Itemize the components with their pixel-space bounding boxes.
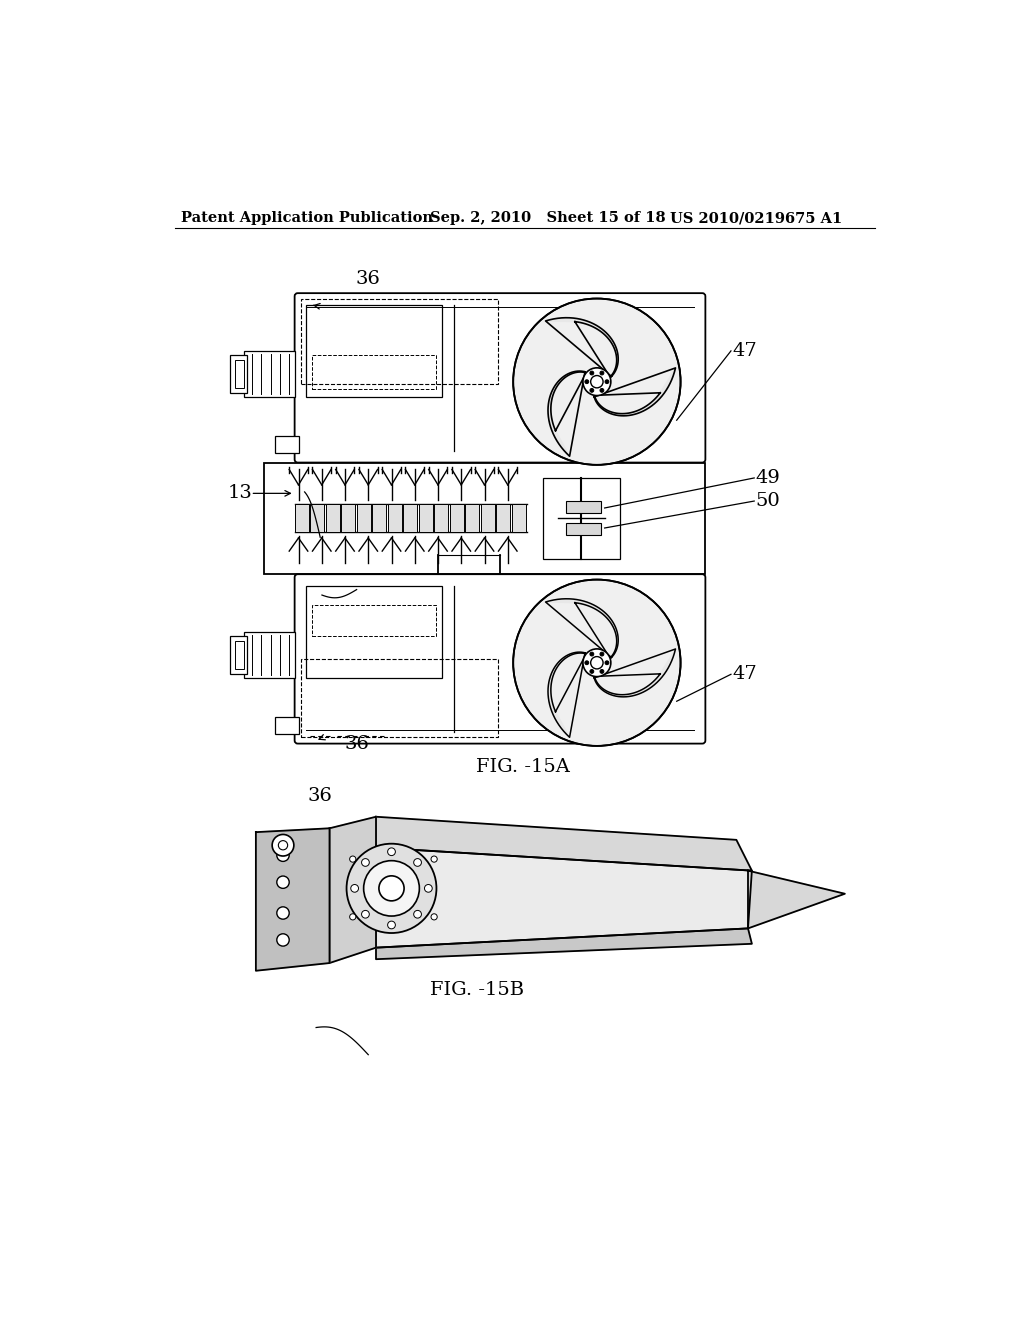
Circle shape xyxy=(591,376,603,388)
Text: 50: 50 xyxy=(756,492,780,510)
Polygon shape xyxy=(594,649,676,697)
Circle shape xyxy=(590,388,594,392)
Polygon shape xyxy=(748,871,845,928)
Bar xyxy=(234,642,245,669)
Bar xyxy=(341,504,355,532)
Polygon shape xyxy=(376,847,752,948)
Circle shape xyxy=(361,858,370,866)
Circle shape xyxy=(590,652,594,656)
Bar xyxy=(566,502,601,512)
Bar xyxy=(372,504,386,532)
Bar xyxy=(310,504,324,532)
Circle shape xyxy=(346,843,436,933)
Bar xyxy=(263,462,706,574)
Bar xyxy=(306,305,442,397)
Circle shape xyxy=(583,649,611,677)
Circle shape xyxy=(600,371,604,375)
Bar xyxy=(496,504,510,532)
Circle shape xyxy=(388,921,395,929)
Circle shape xyxy=(590,669,594,673)
Text: Patent Application Publication: Patent Application Publication xyxy=(180,211,433,226)
Bar xyxy=(480,504,495,532)
Text: 13: 13 xyxy=(228,484,253,503)
Text: US 2010/0219675 A1: US 2010/0219675 A1 xyxy=(671,211,843,226)
Bar xyxy=(230,636,248,675)
Circle shape xyxy=(349,913,356,920)
Circle shape xyxy=(605,661,609,665)
Polygon shape xyxy=(376,928,752,960)
Bar xyxy=(543,478,621,558)
Bar xyxy=(306,586,442,678)
Polygon shape xyxy=(376,817,752,871)
Bar xyxy=(275,436,299,453)
Polygon shape xyxy=(256,829,330,970)
Circle shape xyxy=(583,368,611,396)
Text: 49: 49 xyxy=(756,469,780,487)
Text: 36: 36 xyxy=(344,735,369,752)
Bar xyxy=(234,360,245,388)
Bar xyxy=(245,632,295,678)
Bar xyxy=(403,504,417,532)
Circle shape xyxy=(431,857,437,862)
Bar xyxy=(275,717,299,734)
Bar xyxy=(356,504,371,532)
Circle shape xyxy=(276,907,289,919)
Text: FIG. -15A: FIG. -15A xyxy=(476,758,570,776)
Text: Sep. 2, 2010   Sheet 15 of 18: Sep. 2, 2010 Sheet 15 of 18 xyxy=(430,211,666,226)
Circle shape xyxy=(600,388,604,392)
Polygon shape xyxy=(548,371,586,457)
Bar xyxy=(295,504,308,532)
Bar xyxy=(434,504,449,532)
Polygon shape xyxy=(548,652,586,738)
Circle shape xyxy=(591,656,603,669)
Polygon shape xyxy=(330,817,376,964)
Circle shape xyxy=(279,841,288,850)
Bar xyxy=(419,504,432,532)
Text: 47: 47 xyxy=(732,342,758,360)
FancyBboxPatch shape xyxy=(295,293,706,462)
Circle shape xyxy=(585,380,589,384)
Text: 36: 36 xyxy=(355,269,381,288)
Text: 36: 36 xyxy=(308,787,333,805)
Circle shape xyxy=(431,913,437,920)
Circle shape xyxy=(349,857,356,862)
Bar xyxy=(301,659,499,738)
Circle shape xyxy=(272,834,294,857)
Circle shape xyxy=(600,652,604,656)
Bar xyxy=(230,355,248,393)
FancyBboxPatch shape xyxy=(295,574,706,743)
Circle shape xyxy=(600,669,604,673)
Circle shape xyxy=(276,876,289,888)
Circle shape xyxy=(414,911,422,919)
Circle shape xyxy=(361,911,370,919)
Circle shape xyxy=(513,579,681,746)
Circle shape xyxy=(513,298,681,465)
Bar xyxy=(450,504,464,532)
Circle shape xyxy=(379,876,404,900)
Polygon shape xyxy=(594,368,676,416)
Bar xyxy=(245,351,295,397)
Bar xyxy=(301,300,499,384)
Circle shape xyxy=(605,380,609,384)
Circle shape xyxy=(388,847,395,855)
Bar xyxy=(326,504,340,532)
Circle shape xyxy=(276,933,289,946)
Bar xyxy=(566,524,601,535)
Text: 47: 47 xyxy=(732,665,758,684)
Bar xyxy=(388,504,401,532)
Bar xyxy=(512,504,525,532)
Text: FIG. -15B: FIG. -15B xyxy=(430,981,524,999)
Circle shape xyxy=(425,884,432,892)
Bar xyxy=(312,605,435,636)
Circle shape xyxy=(590,371,594,375)
Circle shape xyxy=(351,884,358,892)
Polygon shape xyxy=(546,599,618,657)
Bar xyxy=(465,504,479,532)
Polygon shape xyxy=(546,318,618,378)
Circle shape xyxy=(364,861,420,916)
Bar xyxy=(312,355,435,389)
Circle shape xyxy=(585,661,589,665)
Circle shape xyxy=(276,849,289,862)
Circle shape xyxy=(414,858,422,866)
